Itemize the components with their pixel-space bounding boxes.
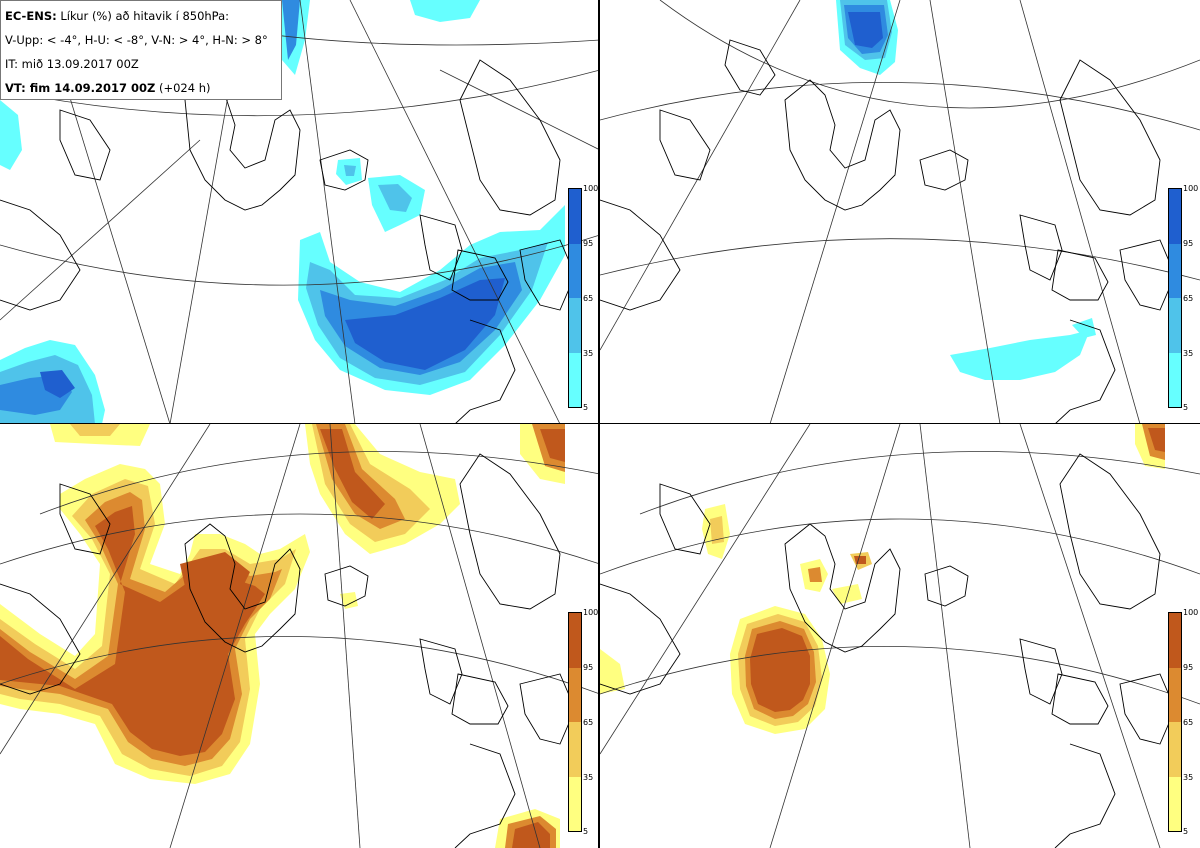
colorbar-tick: 35 <box>583 773 594 782</box>
colorbar-tick: 5 <box>583 403 589 412</box>
coastlines <box>0 39 576 424</box>
colorbar-tick: 65 <box>1183 718 1194 727</box>
colorbar-tick: 65 <box>583 294 594 303</box>
colorbar-tick: 65 <box>1183 294 1194 303</box>
map-canvas <box>0 424 600 848</box>
colorbar-tick: 95 <box>583 663 594 672</box>
colorbar-tick: 5 <box>1183 403 1189 412</box>
map-panel-top-left: EC-ENS: Líkur (%) að hitavik í 850hPa: V… <box>0 0 600 424</box>
coastlines <box>600 453 1176 848</box>
colorbar-tick: 65 <box>583 718 594 727</box>
probability-contours <box>600 424 1165 734</box>
info-title: Líkur (%) að hitavik í 850hPa: <box>60 9 230 23</box>
colorbar-tick: 35 <box>583 349 594 358</box>
panel-divider-vertical <box>598 0 600 848</box>
info-model: EC-ENS: <box>5 9 57 23</box>
colorbar-tick: 35 <box>1183 773 1194 782</box>
map-canvas <box>600 424 1200 848</box>
map-canvas <box>0 0 600 424</box>
probability-contours <box>0 424 565 848</box>
info-box: EC-ENS: Líkur (%) að hitavik í 850hPa: V… <box>0 0 282 100</box>
colorbar-cold <box>1168 188 1182 408</box>
probability-contours <box>836 0 1096 380</box>
map-panel-top-right: 100 95 65 35 5 <box>600 0 1200 424</box>
map-canvas <box>600 0 1200 424</box>
graticule <box>600 424 1200 848</box>
colorbar-tick: 95 <box>1183 663 1194 672</box>
colorbar-tick: 100 <box>1183 608 1199 617</box>
colorbar-tick: 100 <box>1183 184 1199 193</box>
colorbar-tick: 5 <box>583 827 589 836</box>
colorbar-warm <box>568 612 582 832</box>
colorbar-tick: 95 <box>583 239 594 248</box>
colorbar-cold <box>568 188 582 408</box>
panel-divider-horizontal <box>0 423 1200 424</box>
info-thresholds: V-Upp: < -4°, H-U: < -8°, V-N: > 4°, H-N… <box>5 33 268 47</box>
colorbar-tick: 35 <box>1183 349 1194 358</box>
probability-contours <box>0 0 565 424</box>
colorbar-tick: 100 <box>583 184 599 193</box>
colorbar-tick: 95 <box>1183 239 1194 248</box>
map-panel-bottom-left: 100 95 65 35 5 <box>0 424 600 848</box>
graticule <box>600 0 1200 424</box>
coastlines <box>0 453 576 848</box>
colorbar-warm <box>1168 612 1182 832</box>
coastlines <box>600 39 1176 424</box>
graticule <box>0 424 600 848</box>
info-lead-time: (+024 h) <box>158 81 211 95</box>
info-valid-time: VT: fim 14.09.2017 00Z <box>5 81 156 95</box>
info-init-time: IT: mið 13.09.2017 00Z <box>5 57 139 71</box>
colorbar-tick: 5 <box>1183 827 1189 836</box>
colorbar-tick: 100 <box>583 608 599 617</box>
map-panel-bottom-right: 100 95 65 35 5 <box>600 424 1200 848</box>
